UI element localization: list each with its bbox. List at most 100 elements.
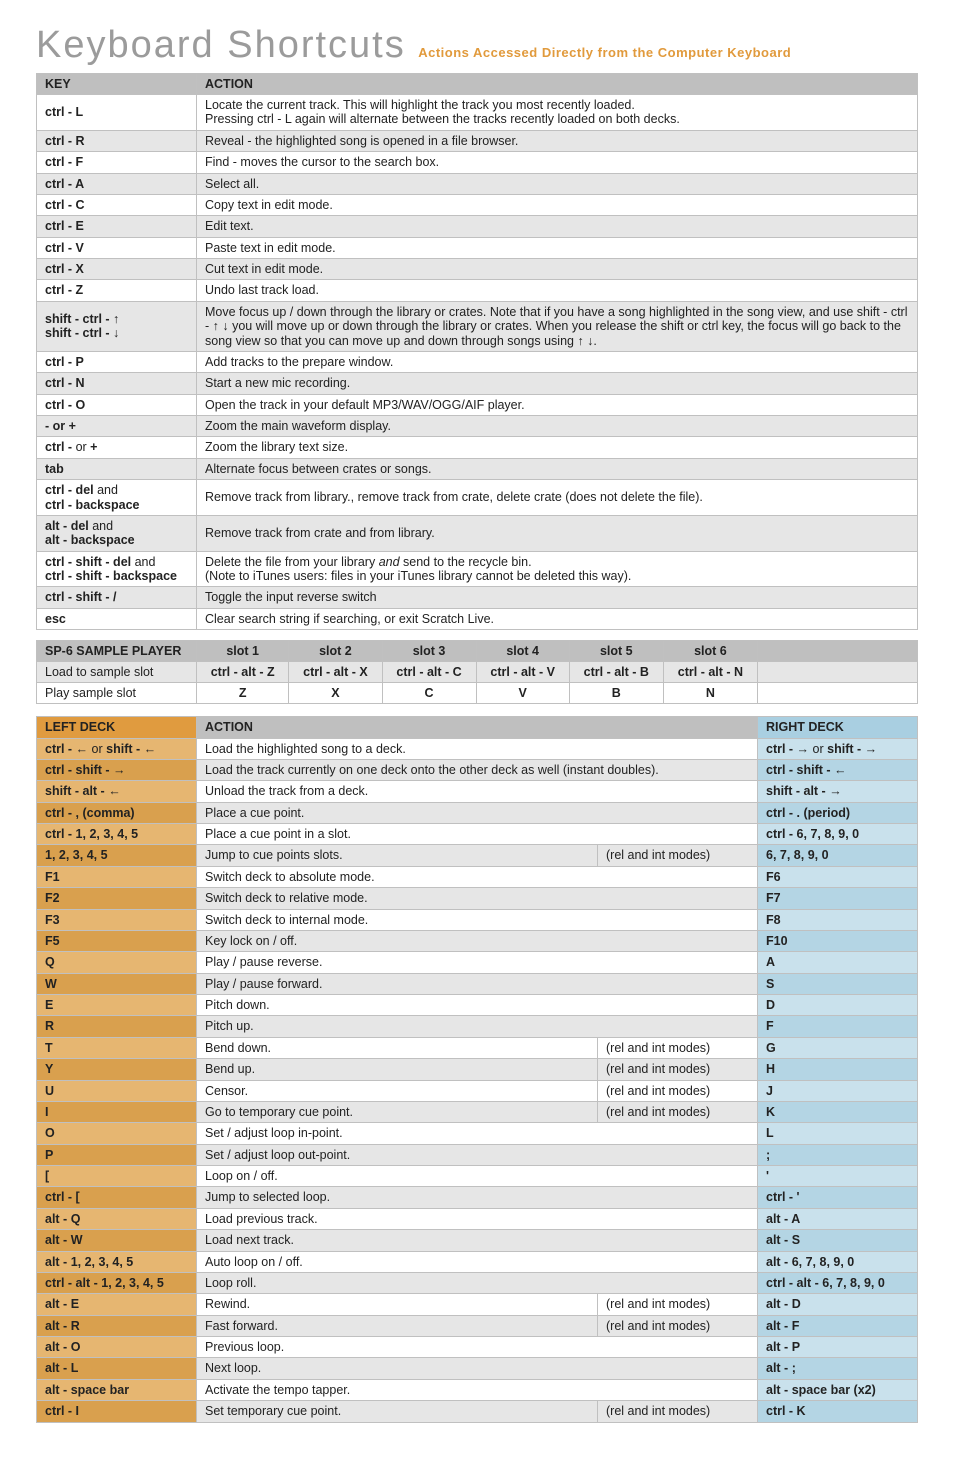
mode-cell: (rel and int modes) [598, 1037, 758, 1058]
table-row: PSet / adjust loop out-point.; [37, 1144, 918, 1165]
table-row: ctrl - 1, 2, 3, 4, 5Place a cue point in… [37, 824, 918, 845]
action-cell: Place a cue point in a slot. [197, 824, 758, 845]
action-cell: Switch deck to relative mode. [197, 888, 758, 909]
key-cell: ctrl - shift - / [37, 587, 197, 608]
left-key-cell: alt - Q [37, 1208, 197, 1229]
left-key-cell: P [37, 1144, 197, 1165]
action-cell: Key lock on / off. [197, 930, 758, 951]
left-key-cell: F5 [37, 930, 197, 951]
slot-cell: B [569, 683, 663, 704]
left-key-cell: I [37, 1101, 197, 1122]
table-row: ctrl - FFind - moves the cursor to the s… [37, 152, 918, 173]
page-title: Keyboard Shortcuts [36, 24, 406, 66]
action-cell: Next loop. [197, 1358, 758, 1379]
table-row: ctrl - ← or shift - ←Load the highlighte… [37, 738, 918, 759]
slot-cell: ctrl - alt - V [476, 662, 569, 683]
left-key-cell: [ [37, 1166, 197, 1187]
deck-table: LEFT DECK ACTION RIGHT DECK ctrl - ← or … [36, 716, 918, 1422]
left-key-cell: alt - space bar [37, 1379, 197, 1400]
action-cell: Place a cue point. [197, 802, 758, 823]
left-key-cell: ctrl - 1, 2, 3, 4, 5 [37, 824, 197, 845]
table-row: ctrl - shift - del andctrl - shift - bac… [37, 551, 918, 587]
table-row: ctrl - OOpen the track in your default M… [37, 394, 918, 415]
table-row: ctrl - ISet temporary cue point.(rel and… [37, 1401, 918, 1422]
mode-cell: (rel and int modes) [598, 1294, 758, 1315]
right-key-cell: ctrl - shift - ← [758, 759, 918, 780]
slot-cell: ctrl - alt - X [289, 662, 382, 683]
left-key-cell: ctrl - alt - 1, 2, 3, 4, 5 [37, 1272, 197, 1293]
action-cell: Copy text in edit mode. [197, 194, 918, 215]
slot-header: slot 2 [289, 641, 382, 662]
slot-cell: ctrl - alt - C [382, 662, 476, 683]
action-cell: Set temporary cue point. [197, 1401, 598, 1422]
action-cell: Reveal - the highlighted song is opened … [197, 130, 918, 151]
table-row: alt - ERewind.(rel and int modes)alt - D [37, 1294, 918, 1315]
key-cell: ctrl - A [37, 173, 197, 194]
right-key-cell: A [758, 952, 918, 973]
action-cell: Play / pause forward. [197, 973, 758, 994]
left-key-cell: ctrl - [ [37, 1187, 197, 1208]
col-key: KEY [37, 74, 197, 95]
title-bar: Keyboard Shortcuts Actions Accessed Dire… [36, 24, 918, 67]
slot-header-spacer [758, 641, 918, 662]
col-action: ACTION [197, 74, 918, 95]
slot-cell: Z [197, 683, 289, 704]
left-key-cell: E [37, 995, 197, 1016]
right-key-cell: shift - alt - → [758, 781, 918, 802]
action-cell: Load the track currently on one deck ont… [197, 759, 758, 780]
left-key-cell: alt - W [37, 1230, 197, 1251]
table-row: TBend down.(rel and int modes)G [37, 1037, 918, 1058]
left-key-cell: U [37, 1080, 197, 1101]
right-key-cell: F7 [758, 888, 918, 909]
right-key-cell: ctrl - alt - 6, 7, 8, 9, 0 [758, 1272, 918, 1293]
action-cell: Jump to cue points slots. [197, 845, 598, 866]
table-row: alt - space barActivate the tempo tapper… [37, 1379, 918, 1400]
action-cell: Locate the current track. This will high… [197, 95, 918, 131]
table-row: ctrl - [Jump to selected loop.ctrl - ' [37, 1187, 918, 1208]
left-key-cell: ctrl - ← or shift - ← [37, 738, 197, 759]
action-cell: Censor. [197, 1080, 598, 1101]
left-key-cell: ctrl - , (comma) [37, 802, 197, 823]
table-row: Play sample slotZXCVBN [37, 683, 918, 704]
right-key-cell: ctrl - . (period) [758, 802, 918, 823]
action-cell: Add tracks to the prepare window. [197, 351, 918, 372]
action-cell: Jump to selected loop. [197, 1187, 758, 1208]
action-cell: Move focus up / down through the library… [197, 301, 918, 351]
slot-cell-spacer [758, 662, 918, 683]
table-row: 1, 2, 3, 4, 5Jump to cue points slots.(r… [37, 845, 918, 866]
key-cell: esc [37, 608, 197, 629]
slot-cell: N [663, 683, 757, 704]
table-row: F2Switch deck to relative mode.F7 [37, 888, 918, 909]
left-key-cell: Y [37, 1059, 197, 1080]
action-cell: Load the highlighted song to a deck. [197, 738, 758, 759]
table-row: ctrl - ZUndo last track load. [37, 280, 918, 301]
table-row: ctrl - VPaste text in edit mode. [37, 237, 918, 258]
slot-cell: C [382, 683, 476, 704]
right-key-cell: F8 [758, 909, 918, 930]
right-key-cell: J [758, 1080, 918, 1101]
slot-cell: X [289, 683, 382, 704]
action-cell: Pitch up. [197, 1016, 758, 1037]
table-row: UCensor.(rel and int modes)J [37, 1080, 918, 1101]
table-row: ctrl - del andctrl - backspaceRemove tra… [37, 480, 918, 516]
mode-cell: (rel and int modes) [598, 1080, 758, 1101]
slot-cell: ctrl - alt - N [663, 662, 757, 683]
action-cell: Cut text in edit mode. [197, 259, 918, 280]
right-key-cell: L [758, 1123, 918, 1144]
key-cell: ctrl - C [37, 194, 197, 215]
shortcuts-table: KEY ACTION ctrl - LLocate the current tr… [36, 73, 918, 630]
action-cell: Clear search string if searching, or exi… [197, 608, 918, 629]
left-key-cell: alt - 1, 2, 3, 4, 5 [37, 1251, 197, 1272]
table-row: YBend up.(rel and int modes)H [37, 1059, 918, 1080]
table-row: ctrl - LLocate the current track. This w… [37, 95, 918, 131]
right-key-cell: H [758, 1059, 918, 1080]
action-cell: Loop on / off. [197, 1166, 758, 1187]
right-key-cell: F10 [758, 930, 918, 951]
table-row: alt - 1, 2, 3, 4, 5Auto loop on / off.al… [37, 1251, 918, 1272]
mode-cell: (rel and int modes) [598, 1401, 758, 1422]
left-key-cell: Q [37, 952, 197, 973]
table-row: ctrl - PAdd tracks to the prepare window… [37, 351, 918, 372]
action-cell: Remove track from crate and from library… [197, 515, 918, 551]
action-cell: Zoom the main waveform display. [197, 416, 918, 437]
action-cell: Load next track. [197, 1230, 758, 1251]
